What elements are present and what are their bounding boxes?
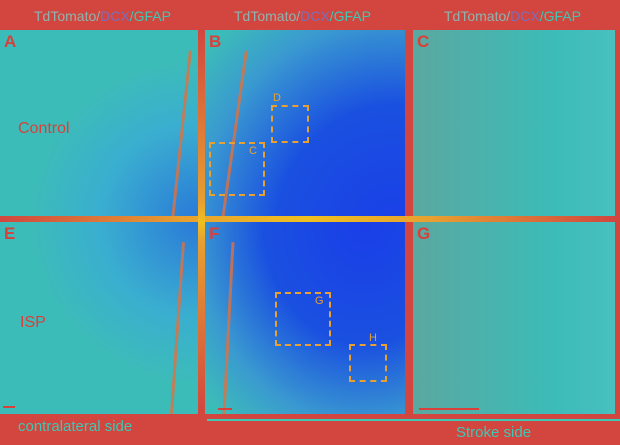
dcx-label: DCX (100, 8, 130, 24)
header-col-1: TdTomato/DCX/GFAP (34, 8, 171, 24)
tdtomato-label: TdTomato/ (34, 8, 101, 24)
gfap-label: /GFAP (129, 8, 171, 24)
panel-b: B D C (205, 30, 405, 218)
panel-label: G (417, 224, 431, 243)
scale-bar (419, 408, 479, 410)
gfap-label: /GFAP (329, 8, 371, 24)
scale-bar (218, 408, 232, 410)
stroke-side-line (207, 419, 620, 421)
inset-box-c (209, 142, 265, 196)
box-label: D (273, 92, 281, 104)
fiber (170, 242, 185, 414)
horizontal-divider (0, 216, 615, 222)
inset-box-d (271, 105, 309, 143)
contralateral-side-label: contralateral side (18, 418, 133, 435)
box-label: H (369, 332, 377, 344)
panel-a: A Control (0, 30, 198, 218)
fiber (171, 50, 192, 218)
box-label: C (249, 145, 257, 157)
panel-label: C (417, 32, 430, 51)
dcx-label: DCX (300, 8, 330, 24)
condition-label-isp: ISP (20, 314, 46, 331)
panel-g: G (413, 222, 615, 414)
header-col-3: TdTomato/DCX/GFAP (444, 8, 581, 24)
scale-bar (3, 406, 15, 408)
inset-box-h (349, 344, 387, 382)
panel-label: A (4, 32, 17, 51)
panel-f: F G H (205, 222, 405, 414)
tdtomato-label: TdTomato/ (444, 8, 511, 24)
header-col-2: TdTomato/DCX/GFAP (234, 8, 371, 24)
panel-e: E ISP (0, 222, 198, 414)
panel-c: C (413, 30, 615, 218)
panel-label: B (209, 32, 222, 51)
dcx-label: DCX (510, 8, 540, 24)
vertical-divider (198, 30, 205, 414)
condition-label-control: Control (18, 120, 70, 137)
fiber (222, 242, 235, 414)
tdtomato-label: TdTomato/ (234, 8, 301, 24)
gfap-label: /GFAP (539, 8, 581, 24)
panel-label: F (209, 224, 220, 243)
inset-box-g (275, 292, 331, 346)
panel-label: E (4, 224, 16, 243)
stroke-side-label: Stroke side (456, 424, 532, 441)
box-label: G (315, 295, 324, 307)
